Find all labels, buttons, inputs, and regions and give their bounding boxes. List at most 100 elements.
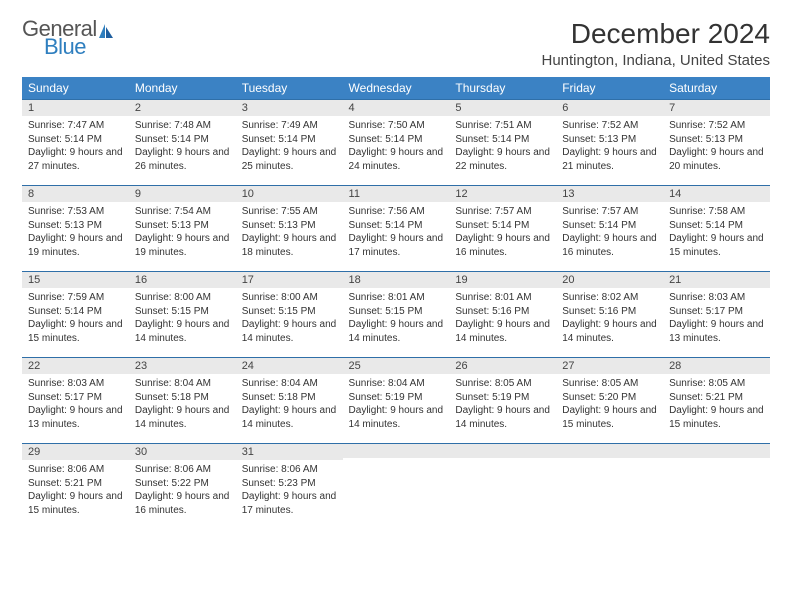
calendar-cell <box>663 443 770 529</box>
day-number: 19 <box>449 271 556 288</box>
day-number: 14 <box>663 185 770 202</box>
day-number: 16 <box>129 271 236 288</box>
day-details: Sunrise: 7:47 AMSunset: 5:14 PMDaylight:… <box>22 116 129 177</box>
day-details: Sunrise: 8:01 AMSunset: 5:16 PMDaylight:… <box>449 288 556 349</box>
day-number: 4 <box>343 99 450 116</box>
day-details: Sunrise: 7:52 AMSunset: 5:13 PMDaylight:… <box>556 116 663 177</box>
day-number: 11 <box>343 185 450 202</box>
day-details: Sunrise: 7:54 AMSunset: 5:13 PMDaylight:… <box>129 202 236 263</box>
day-details: Sunrise: 7:48 AMSunset: 5:14 PMDaylight:… <box>129 116 236 177</box>
day-number: 9 <box>129 185 236 202</box>
calendar-cell: 24Sunrise: 8:04 AMSunset: 5:18 PMDayligh… <box>236 357 343 443</box>
calendar-cell <box>343 443 450 529</box>
calendar-cell: 15Sunrise: 7:59 AMSunset: 5:14 PMDayligh… <box>22 271 129 357</box>
calendar-cell: 20Sunrise: 8:02 AMSunset: 5:16 PMDayligh… <box>556 271 663 357</box>
calendar-cell: 26Sunrise: 8:05 AMSunset: 5:19 PMDayligh… <box>449 357 556 443</box>
day-number: 2 <box>129 99 236 116</box>
day-details: Sunrise: 8:03 AMSunset: 5:17 PMDaylight:… <box>663 288 770 349</box>
calendar-cell: 27Sunrise: 8:05 AMSunset: 5:20 PMDayligh… <box>556 357 663 443</box>
day-number: 24 <box>236 357 343 374</box>
day-number: 23 <box>129 357 236 374</box>
day-number: 30 <box>129 443 236 460</box>
day-number: 6 <box>556 99 663 116</box>
day-number <box>449 443 556 458</box>
calendar-cell: 5Sunrise: 7:51 AMSunset: 5:14 PMDaylight… <box>449 99 556 185</box>
day-number: 26 <box>449 357 556 374</box>
day-details: Sunrise: 8:05 AMSunset: 5:19 PMDaylight:… <box>449 374 556 435</box>
month-title: December 2024 <box>542 18 771 50</box>
calendar-cell: 11Sunrise: 7:56 AMSunset: 5:14 PMDayligh… <box>343 185 450 271</box>
day-number: 28 <box>663 357 770 374</box>
calendar-cell: 10Sunrise: 7:55 AMSunset: 5:13 PMDayligh… <box>236 185 343 271</box>
day-number <box>343 443 450 458</box>
day-number: 22 <box>22 357 129 374</box>
calendar-cell: 25Sunrise: 8:04 AMSunset: 5:19 PMDayligh… <box>343 357 450 443</box>
day-number: 27 <box>556 357 663 374</box>
day-details: Sunrise: 8:04 AMSunset: 5:18 PMDaylight:… <box>236 374 343 435</box>
day-details: Sunrise: 7:58 AMSunset: 5:14 PMDaylight:… <box>663 202 770 263</box>
day-details: Sunrise: 8:06 AMSunset: 5:23 PMDaylight:… <box>236 460 343 521</box>
day-number: 5 <box>449 99 556 116</box>
calendar-cell: 13Sunrise: 7:57 AMSunset: 5:14 PMDayligh… <box>556 185 663 271</box>
calendar-cell <box>449 443 556 529</box>
calendar-cell: 19Sunrise: 8:01 AMSunset: 5:16 PMDayligh… <box>449 271 556 357</box>
header: General Blue December 2024 Huntington, I… <box>22 18 770 69</box>
day-details: Sunrise: 8:04 AMSunset: 5:18 PMDaylight:… <box>129 374 236 435</box>
day-number: 20 <box>556 271 663 288</box>
day-details: Sunrise: 8:00 AMSunset: 5:15 PMDaylight:… <box>236 288 343 349</box>
day-details: Sunrise: 7:50 AMSunset: 5:14 PMDaylight:… <box>343 116 450 177</box>
calendar-cell: 23Sunrise: 8:04 AMSunset: 5:18 PMDayligh… <box>129 357 236 443</box>
weekday-header: Wednesday <box>343 77 450 99</box>
day-number: 15 <box>22 271 129 288</box>
calendar-cell: 12Sunrise: 7:57 AMSunset: 5:14 PMDayligh… <box>449 185 556 271</box>
day-details: Sunrise: 7:51 AMSunset: 5:14 PMDaylight:… <box>449 116 556 177</box>
day-details: Sunrise: 8:03 AMSunset: 5:17 PMDaylight:… <box>22 374 129 435</box>
weekday-header: Friday <box>556 77 663 99</box>
day-number: 7 <box>663 99 770 116</box>
calendar-cell: 16Sunrise: 8:00 AMSunset: 5:15 PMDayligh… <box>129 271 236 357</box>
weekday-header: Thursday <box>449 77 556 99</box>
day-number: 29 <box>22 443 129 460</box>
day-number: 17 <box>236 271 343 288</box>
calendar-cell: 6Sunrise: 7:52 AMSunset: 5:13 PMDaylight… <box>556 99 663 185</box>
calendar-cell: 3Sunrise: 7:49 AMSunset: 5:14 PMDaylight… <box>236 99 343 185</box>
calendar-cell: 2Sunrise: 7:48 AMSunset: 5:14 PMDaylight… <box>129 99 236 185</box>
day-number: 3 <box>236 99 343 116</box>
calendar-cell: 7Sunrise: 7:52 AMSunset: 5:13 PMDaylight… <box>663 99 770 185</box>
day-details: Sunrise: 7:56 AMSunset: 5:14 PMDaylight:… <box>343 202 450 263</box>
day-details: Sunrise: 8:05 AMSunset: 5:20 PMDaylight:… <box>556 374 663 435</box>
calendar-cell: 21Sunrise: 8:03 AMSunset: 5:17 PMDayligh… <box>663 271 770 357</box>
calendar-cell: 18Sunrise: 8:01 AMSunset: 5:15 PMDayligh… <box>343 271 450 357</box>
day-number: 18 <box>343 271 450 288</box>
calendar-cell <box>556 443 663 529</box>
calendar-cell: 1Sunrise: 7:47 AMSunset: 5:14 PMDaylight… <box>22 99 129 185</box>
logo: General Blue <box>22 18 117 58</box>
day-number <box>663 443 770 458</box>
sail-icon <box>97 22 117 47</box>
calendar-cell: 17Sunrise: 8:00 AMSunset: 5:15 PMDayligh… <box>236 271 343 357</box>
day-details: Sunrise: 8:02 AMSunset: 5:16 PMDaylight:… <box>556 288 663 349</box>
day-number: 8 <box>22 185 129 202</box>
calendar-cell: 22Sunrise: 8:03 AMSunset: 5:17 PMDayligh… <box>22 357 129 443</box>
location: Huntington, Indiana, United States <box>542 52 771 69</box>
day-number: 21 <box>663 271 770 288</box>
calendar-cell: 30Sunrise: 8:06 AMSunset: 5:22 PMDayligh… <box>129 443 236 529</box>
day-number <box>556 443 663 458</box>
day-number: 31 <box>236 443 343 460</box>
calendar-cell: 8Sunrise: 7:53 AMSunset: 5:13 PMDaylight… <box>22 185 129 271</box>
day-details: Sunrise: 7:49 AMSunset: 5:14 PMDaylight:… <box>236 116 343 177</box>
weekday-header: Sunday <box>22 77 129 99</box>
day-number: 1 <box>22 99 129 116</box>
day-details: Sunrise: 8:06 AMSunset: 5:21 PMDaylight:… <box>22 460 129 521</box>
day-details: Sunrise: 8:06 AMSunset: 5:22 PMDaylight:… <box>129 460 236 521</box>
calendar-table: SundayMondayTuesdayWednesdayThursdayFrid… <box>22 77 770 529</box>
day-number: 10 <box>236 185 343 202</box>
day-number: 13 <box>556 185 663 202</box>
day-details: Sunrise: 7:52 AMSunset: 5:13 PMDaylight:… <box>663 116 770 177</box>
day-details: Sunrise: 7:57 AMSunset: 5:14 PMDaylight:… <box>556 202 663 263</box>
day-details: Sunrise: 7:53 AMSunset: 5:13 PMDaylight:… <box>22 202 129 263</box>
calendar-cell: 14Sunrise: 7:58 AMSunset: 5:14 PMDayligh… <box>663 185 770 271</box>
day-number: 12 <box>449 185 556 202</box>
weekday-header: Tuesday <box>236 77 343 99</box>
day-details: Sunrise: 7:57 AMSunset: 5:14 PMDaylight:… <box>449 202 556 263</box>
